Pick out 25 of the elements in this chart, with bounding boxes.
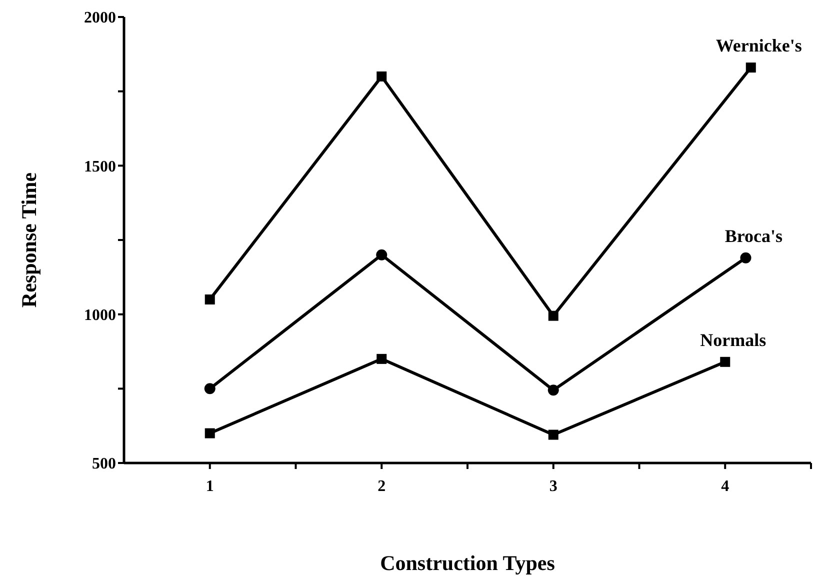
x-tick-label: 2 <box>378 478 386 495</box>
point <box>204 294 215 304</box>
x-tick-label: 3 <box>549 478 558 495</box>
x-tick-label: 4 <box>721 478 730 495</box>
x-tick-label: 1 <box>206 478 214 495</box>
point <box>548 310 558 321</box>
series-label: Broca's <box>724 226 783 246</box>
series-label: Wernicke's <box>716 36 802 56</box>
point <box>376 71 387 82</box>
point <box>204 428 215 438</box>
point <box>376 249 388 260</box>
y-tick-label: 500 <box>92 456 116 473</box>
y-tick-label: 1000 <box>84 306 116 324</box>
x-axis-title: Construction Types <box>380 551 555 575</box>
y-tick-label: 2000 <box>84 10 116 27</box>
y-tick-label: 1500 <box>84 158 116 176</box>
point <box>740 252 752 264</box>
point <box>746 62 756 73</box>
point <box>204 383 216 394</box>
series-label: Normals <box>700 330 766 350</box>
y-axis-title: Response Time <box>17 172 41 308</box>
point <box>548 430 558 440</box>
point <box>720 356 730 367</box>
point <box>376 354 387 364</box>
point <box>548 384 559 396</box>
